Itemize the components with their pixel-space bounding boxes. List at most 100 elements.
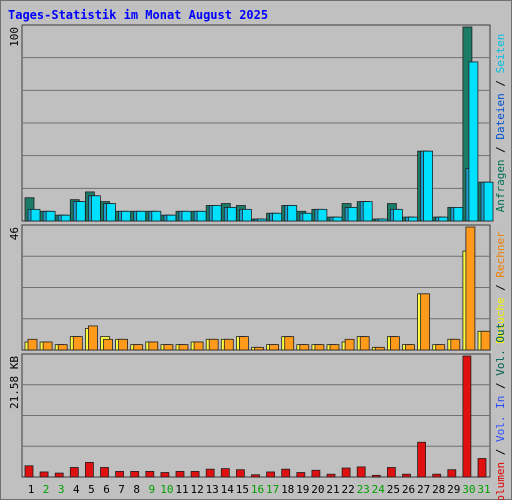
- legend-entry: Vol. Out: [494, 323, 507, 376]
- legend-visits: Besuche / Rechner: [494, 231, 507, 344]
- day-label-7: 7: [118, 483, 125, 496]
- bar-seiten-day-15: [241, 208, 252, 222]
- bar-seiten-day-21: [332, 216, 343, 222]
- day-label-16: 16: [251, 483, 264, 496]
- bar-seiten-day-8: [136, 210, 147, 222]
- bar-seiten-day-7: [121, 210, 131, 222]
- bar-rechner-day-13: [208, 338, 219, 351]
- bar-rechner-day-2: [42, 341, 53, 351]
- bar-volumen-day-12: [190, 470, 200, 478]
- day-label-2: 2: [43, 483, 50, 496]
- day-label-11: 11: [175, 483, 188, 496]
- y-max-label: 46: [8, 227, 21, 240]
- panel-requests: 100 Anfragen / Dateien / Seiten: [8, 24, 507, 222]
- panel-visits: 46 Besuche / Rechner: [8, 224, 507, 351]
- bar-rechner-day-14: [223, 338, 234, 351]
- bar-seiten-day-6: [106, 203, 116, 222]
- bar-seiten-day-22: [347, 207, 358, 222]
- bar-volumen-day-10: [160, 472, 170, 478]
- bar-seiten-day-9: [151, 210, 162, 222]
- day-label-27: 27: [417, 483, 430, 496]
- day-label-25: 25: [387, 483, 400, 496]
- day-label-6: 6: [103, 483, 110, 496]
- bar-volumen-day-30: [462, 355, 472, 478]
- bar-volumen-day-14: [220, 468, 230, 478]
- day-label-19: 19: [296, 483, 309, 496]
- bar-seiten-day-4: [75, 201, 86, 222]
- day-label-22: 22: [341, 483, 354, 496]
- day-label-12: 12: [190, 483, 203, 496]
- bar-volumen-day-5: [85, 462, 94, 478]
- y-max-label: 21.58 KB: [8, 356, 21, 409]
- bar-volumen-day-8: [130, 470, 140, 478]
- bar-volumen-day-11: [175, 470, 185, 478]
- day-label-28: 28: [432, 483, 445, 496]
- bar-seiten-day-1: [30, 208, 41, 222]
- legend-entry: Seiten: [494, 34, 507, 74]
- bar-volumen-day-22: [341, 467, 351, 478]
- day-label-5: 5: [88, 483, 95, 496]
- bar-rechner-day-8: [133, 344, 144, 351]
- bar-seiten-day-29: [453, 207, 464, 222]
- bar-rechner-day-4: [72, 336, 83, 351]
- bar-rechner-day-6: [103, 338, 113, 351]
- legend-entry: Anfragen: [494, 159, 507, 212]
- legend-entry: /: [494, 278, 507, 298]
- day-label-31: 31: [477, 483, 490, 496]
- bar-seiten-day-28: [438, 216, 449, 222]
- bar-seiten-day-23: [362, 201, 373, 222]
- bar-rechner-day-20: [314, 344, 325, 351]
- day-label-4: 4: [73, 483, 80, 496]
- bar-seiten-day-13: [211, 205, 222, 222]
- bar-seiten-day-30: [468, 61, 479, 222]
- bar-seiten-day-3: [60, 214, 71, 222]
- legend-entry: Rechner: [494, 231, 507, 278]
- day-label-17: 17: [266, 483, 279, 496]
- bar-rechner-day-31: [480, 330, 491, 351]
- bar-seiten-day-12: [196, 210, 207, 222]
- bar-volumen-day-23: [356, 466, 366, 478]
- legend-volume: Volumen / Vol. In / Vol. Out: [494, 323, 507, 500]
- bar-volumen-day-15: [235, 469, 245, 478]
- bar-volumen-day-19: [296, 472, 306, 478]
- bar-seiten-day-11: [181, 210, 192, 222]
- bar-rechner-day-3: [57, 344, 68, 351]
- bar-rechner-day-28: [435, 344, 446, 351]
- bar-volumen-day-26: [402, 473, 411, 478]
- day-label-29: 29: [447, 483, 460, 496]
- bar-rechner-day-10: [163, 344, 174, 351]
- bar-rechner-day-24: [374, 346, 385, 351]
- bar-rechner-day-12: [193, 341, 204, 351]
- bar-seiten-day-26: [408, 216, 418, 222]
- legend-entry: Besuche: [494, 297, 507, 343]
- bar-seiten-day-10: [166, 214, 177, 222]
- bar-seiten-day-5: [91, 195, 101, 222]
- bar-rechner-day-27: [420, 293, 431, 351]
- bar-volumen-day-18: [281, 468, 291, 478]
- bar-rechner-day-26: [405, 344, 415, 351]
- bar-seiten-day-20: [317, 208, 328, 222]
- bar-rechner-day-17: [269, 344, 280, 351]
- legend-entry: /: [494, 442, 507, 462]
- bar-volumen-day-20: [311, 469, 321, 478]
- legend-entry: Dateien: [494, 93, 507, 139]
- day-label-10: 10: [160, 483, 173, 496]
- bar-volumen-day-7: [115, 470, 124, 478]
- bar-rechner-day-16: [254, 346, 264, 351]
- bar-volumen-day-16: [251, 474, 260, 478]
- legend-entry: /: [494, 376, 507, 396]
- bar-seiten-day-19: [302, 212, 313, 222]
- legend-requests: Anfragen / Dateien / Seiten: [494, 34, 507, 213]
- bar-volumen-day-1: [24, 465, 34, 478]
- bar-rechner-day-5: [88, 325, 98, 351]
- legend-entry: /: [494, 140, 507, 160]
- bar-volumen-day-17: [266, 471, 276, 478]
- bar-rechner-day-23: [359, 336, 370, 351]
- day-label-24: 24: [372, 483, 386, 496]
- bar-volumen-day-3: [54, 472, 64, 478]
- day-label-30: 30: [462, 483, 475, 496]
- bar-rechner-day-25: [389, 336, 400, 351]
- panel-volume: 21.58 KB Volumen / Vol. In / Vol. Out: [8, 323, 507, 500]
- day-label-21: 21: [326, 483, 339, 496]
- bar-volumen-day-21: [326, 473, 336, 478]
